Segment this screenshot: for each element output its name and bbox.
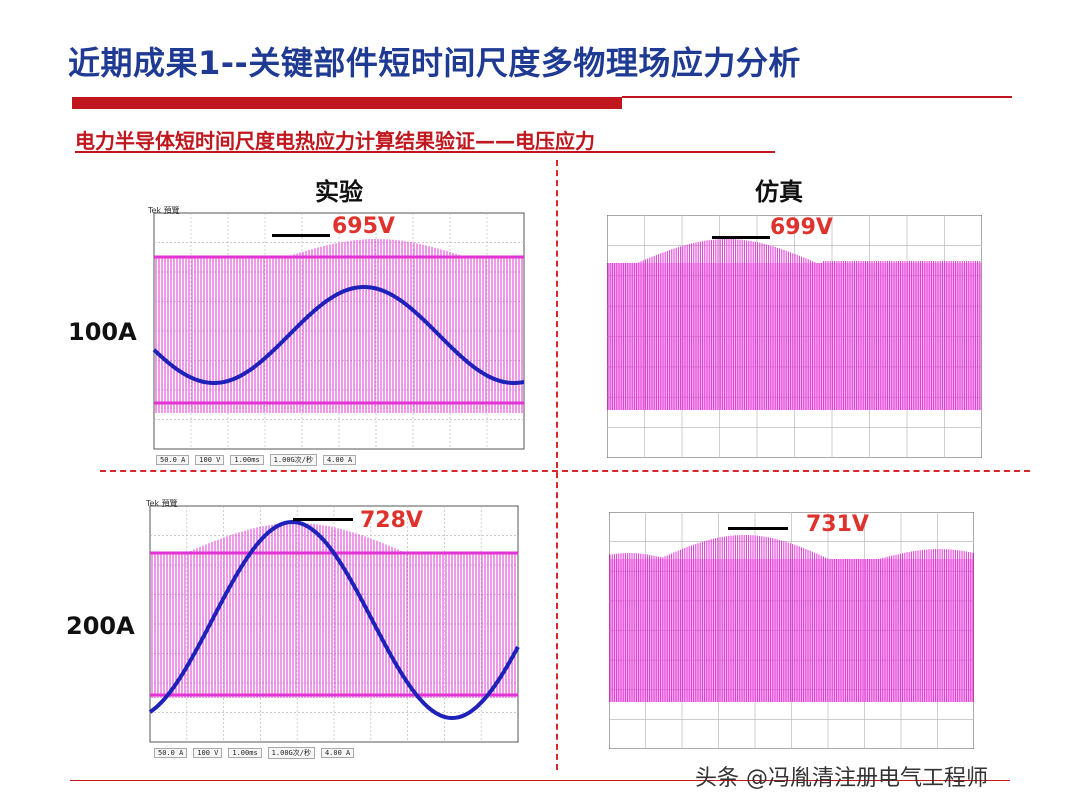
peak-marker-exp-100a xyxy=(272,234,330,237)
column-header-experiment: 实验 xyxy=(315,178,363,206)
switching-pulses xyxy=(607,239,981,410)
sim-waveform-100a xyxy=(607,215,982,458)
current-waveform xyxy=(148,519,520,721)
row-label-200a: 200A xyxy=(66,612,135,640)
scope-brand: Tek 預覽 xyxy=(146,499,178,508)
scope-info-bar: 50.0 A 100 V 1.00ms 1.00G次/秒 4.00 A xyxy=(156,453,357,467)
sim-panel-200a xyxy=(609,512,974,749)
pulse-fill xyxy=(609,559,974,702)
footer-line xyxy=(70,780,1010,781)
pulse-fill xyxy=(607,263,982,410)
scope-ch2-scale: 100 V xyxy=(193,748,223,758)
switching-pulses xyxy=(609,535,974,702)
title-accent-line xyxy=(622,96,1012,98)
horizontal-divider xyxy=(100,470,1030,472)
scope-time-scale: 1.00ms xyxy=(230,455,264,465)
scope-ch1-scale: 50.0 A xyxy=(154,748,188,758)
peak-voltage-exp-200a: 728V xyxy=(360,508,423,533)
subtitle-underline xyxy=(75,151,775,153)
scope-panel-exp-200a: Tek 預覽 50.0 A 100 V 1.00ms 1.00G次/秒 4.00… xyxy=(146,498,521,768)
sim-waveform-200a xyxy=(609,512,974,749)
current-waveform xyxy=(152,285,525,385)
scope-sample-rate: 1.00G次/秒 xyxy=(269,454,317,466)
author-watermark: 头条 @冯胤清注册电气工程师 xyxy=(695,766,988,791)
page-title: 近期成果1--关键部件短时间尺度多物理场应力分析 xyxy=(68,44,801,82)
peak-marker-exp-200a xyxy=(293,518,353,521)
peak-voltage-sim-100a: 699V xyxy=(770,215,833,240)
scope-ch1-scale: 50.0 A xyxy=(156,455,190,465)
peak-marker-sim-100a xyxy=(712,236,770,239)
column-header-simulation: 仿真 xyxy=(755,178,803,206)
scope-ch2-scale: 100 V xyxy=(195,455,225,465)
scope-info-bar: 50.0 A 100 V 1.00ms 1.00G次/秒 4.00 A xyxy=(154,746,355,760)
scope-waveform-exp-100a xyxy=(152,212,525,450)
switching-pulses xyxy=(155,239,523,413)
scope-brand: Tek 預覽 xyxy=(148,206,180,215)
switching-pulses xyxy=(151,523,516,698)
title-accent-bar xyxy=(72,97,622,109)
peak-voltage-sim-200a: 731V xyxy=(806,512,869,537)
scope-time-scale: 1.00ms xyxy=(228,748,262,758)
scope-trigger: 4.00 A xyxy=(320,748,355,758)
peak-voltage-exp-100a: 695V xyxy=(332,214,395,239)
scope-trigger: 4.00 A xyxy=(322,455,357,465)
peak-marker-sim-200a xyxy=(728,527,788,530)
row-label-100a: 100A xyxy=(68,318,137,346)
scope-panel-exp-100a: Tek 預覽 50.0 A 100 V 1.00ms 1.00G次/秒 4.00… xyxy=(148,205,528,470)
scope-sample-rate: 1.00G次/秒 xyxy=(267,747,315,759)
vertical-divider xyxy=(556,160,558,770)
sim-panel-100a xyxy=(607,215,982,458)
slide-subtitle: 电力半导体短时间尺度电热应力计算结果验证——电压应力 xyxy=(75,129,595,153)
scope-waveform-exp-200a xyxy=(148,505,520,743)
